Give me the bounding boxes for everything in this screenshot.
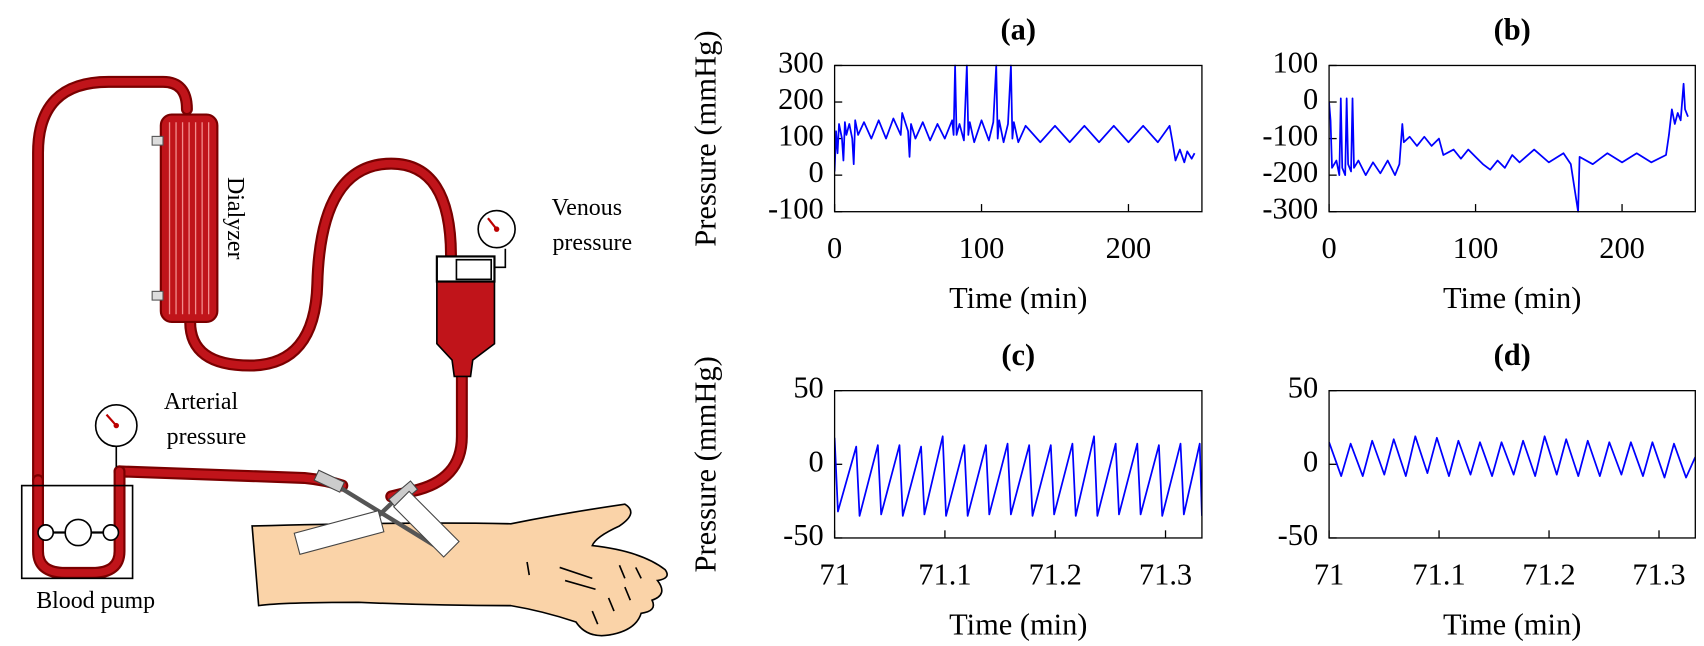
data-line bbox=[1329, 82, 1689, 213]
chart-panel: (d) Time (min) 71 71.1 71.2 71.3 -50 0 50 bbox=[1278, 338, 1696, 641]
x-tick-label: 0 bbox=[1321, 231, 1336, 265]
y-tick-label: -100 bbox=[768, 192, 824, 226]
arm-lines bbox=[526, 561, 642, 625]
data-line bbox=[834, 64, 1196, 172]
y-tick-label: -50 bbox=[1278, 518, 1319, 552]
y-axis-label: Pressure (mmHg) bbox=[689, 30, 723, 246]
y-tick-label: 0 bbox=[1303, 82, 1318, 116]
dialyzer-label: Dialyzer bbox=[222, 177, 248, 260]
axes-box bbox=[1328, 64, 1696, 213]
y-tick-label: 50 bbox=[793, 371, 823, 405]
x-tick-label: 71 bbox=[1314, 557, 1344, 591]
pump-label: Blood pump bbox=[36, 588, 155, 614]
x-tick-label: 71.3 bbox=[1632, 557, 1685, 591]
axes-box bbox=[1328, 390, 1696, 539]
y-tick-label: 100 bbox=[1273, 45, 1319, 79]
y-tick-label: 50 bbox=[1288, 371, 1318, 405]
y-tick-label: 300 bbox=[778, 45, 824, 79]
arm bbox=[251, 503, 668, 637]
venous-chamber bbox=[436, 280, 496, 378]
x-axis-label: Time (min) bbox=[1443, 607, 1581, 641]
y-tick-label: 200 bbox=[778, 82, 824, 116]
y-tick-label: -300 bbox=[1262, 192, 1318, 226]
data-line bbox=[834, 435, 1202, 517]
chart-title: (d) bbox=[1494, 338, 1531, 372]
data-line bbox=[1329, 435, 1696, 479]
chart-panel: (c) Time (min) Pressure (mmHg) 71 71.1 71.2 71… bbox=[689, 338, 1203, 641]
hemodialysis-diagram: Dialyzer Venous pressure Arterial pressu… bbox=[20, 75, 668, 637]
y-tick-label: -200 bbox=[1262, 155, 1318, 189]
x-axis-label: Time (min) bbox=[1443, 281, 1581, 315]
x-tick-label: 100 bbox=[959, 231, 1005, 265]
x-tick-label: 200 bbox=[1599, 231, 1645, 265]
chart-title: (a) bbox=[1001, 13, 1036, 47]
x-tick-label: 71.2 bbox=[1522, 557, 1575, 591]
y-axis-label: Pressure (mmHg) bbox=[689, 356, 723, 572]
needles bbox=[293, 469, 460, 558]
y-tick-label: 0 bbox=[1303, 444, 1318, 478]
x-tick-label: 71.2 bbox=[1029, 557, 1082, 591]
venous-label: pressure bbox=[552, 230, 632, 256]
axes-box bbox=[833, 390, 1203, 539]
venous-label: Venous bbox=[552, 195, 622, 221]
chart-panel: (a)Time (min)Pressure (mmHg)0 100 200-1000… bbox=[689, 13, 1203, 315]
x-tick-label: 71.1 bbox=[918, 557, 971, 591]
blood-pump bbox=[20, 484, 134, 580]
x-axis-label: Time (min) bbox=[949, 607, 1087, 641]
arterial-label: Arterial bbox=[164, 389, 239, 415]
axes-box bbox=[833, 64, 1203, 213]
arterial-label: pressure bbox=[167, 424, 247, 450]
chart-title: (c) bbox=[1001, 338, 1035, 372]
y-tick-label: 100 bbox=[778, 119, 824, 153]
x-tick-label: 0 bbox=[827, 231, 842, 265]
x-axis-label: Time (min) bbox=[949, 281, 1087, 315]
x-tick-label: 100 bbox=[1453, 231, 1499, 265]
x-tick-label: 71.1 bbox=[1412, 557, 1465, 591]
y-tick-label: 0 bbox=[809, 444, 824, 478]
y-tick-label: 0 bbox=[809, 155, 824, 189]
chart-title: (b) bbox=[1494, 13, 1531, 47]
x-tick-label: 200 bbox=[1106, 231, 1152, 265]
y-tick-label: -50 bbox=[783, 518, 824, 552]
x-tick-label: 71 bbox=[819, 557, 849, 591]
y-tick-label: -100 bbox=[1262, 119, 1318, 153]
x-tick-label: 71.3 bbox=[1139, 557, 1192, 591]
